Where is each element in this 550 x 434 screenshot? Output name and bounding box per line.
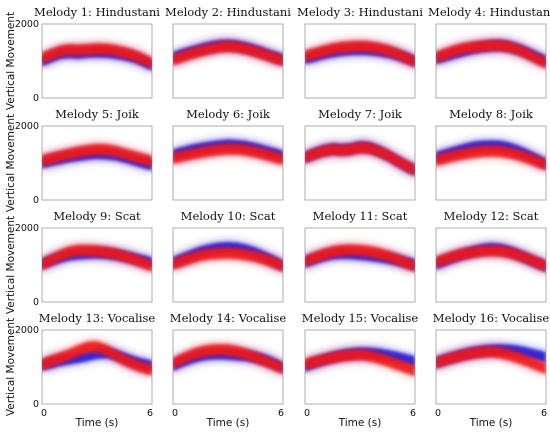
series-bands <box>305 242 415 275</box>
x-tick-label: 6 <box>147 408 153 419</box>
chart-panel: Melody 3: Hindustani <box>297 5 423 99</box>
series-red-band <box>436 245 546 272</box>
panel-title: Melody 8: Joik <box>449 107 534 121</box>
series-bands <box>173 239 283 274</box>
y-tick-label: 0 <box>33 93 39 104</box>
series-red-band <box>305 40 415 68</box>
series-bands <box>173 341 283 377</box>
x-axis-label: Time (s) <box>469 417 513 429</box>
x-tick-label: 0 <box>172 408 178 419</box>
panel-title: Melody 2: Hindustani <box>165 5 291 19</box>
panel-title: Melody 13: Vocalise <box>39 311 156 325</box>
series-red-band <box>42 43 152 69</box>
chart-panel: Melody 5: Joik 0 2000 <box>15 107 153 206</box>
series-red-band <box>436 145 546 171</box>
chart-panel: Melody 7: Joik <box>304 107 416 201</box>
y-axis-label: Vertical Movement <box>5 114 17 212</box>
x-axis-label: Time (s) <box>338 417 382 429</box>
x-axis-label: Time (s) <box>75 417 119 429</box>
y-tick-label: 0 <box>33 195 39 206</box>
chart-panel: Melody 2: Hindustani <box>165 5 291 99</box>
series-bands <box>42 141 152 173</box>
series-red-band <box>305 349 415 377</box>
panel-title: Melody 16: Vocalise <box>433 311 550 325</box>
x-tick-label: 0 <box>435 408 441 419</box>
series-bands <box>305 138 415 179</box>
y-axis-label: Vertical Movement <box>5 318 17 416</box>
y-tick-label: 2000 <box>15 325 39 336</box>
series-red-haze <box>42 338 152 378</box>
chart-panel: Melody 9: Scat 0 2000 <box>15 209 153 308</box>
y-tick-label: 0 <box>33 399 39 410</box>
series-bands <box>436 240 546 275</box>
series-red-band <box>436 39 546 69</box>
series-bands <box>173 137 283 168</box>
series-red-band <box>42 341 152 376</box>
chart-panel: Melody 10: Scat <box>172 209 284 303</box>
chart-panel: Melody 12: Scat <box>435 209 547 303</box>
panel-title: Melody 10: Scat <box>181 209 276 223</box>
series-bands <box>42 338 152 378</box>
chart-panel: Melody 11: Scat <box>304 209 416 303</box>
series-red-band <box>42 143 152 167</box>
series-bands <box>42 41 152 74</box>
series-red-band <box>305 244 415 272</box>
panel-title: Melody 12: Scat <box>444 209 539 223</box>
x-tick-label: 6 <box>541 408 547 419</box>
x-tick-label: 0 <box>304 408 310 419</box>
panel-title: Melody 3: Hindustani <box>297 5 423 19</box>
panel-title: Melody 9: Scat <box>53 209 141 223</box>
series-red-band <box>305 142 415 176</box>
y-tick-label: 2000 <box>15 19 39 30</box>
series-red-band <box>173 143 283 166</box>
axis-labels-layer: Vertical Movement Vertical Movement Vertic… <box>5 12 17 416</box>
series-bands <box>436 341 546 377</box>
x-axis-label: Time (s) <box>206 417 250 429</box>
series-bands <box>436 137 546 173</box>
chart-panel: Melody 15: Vocalise 0 6 Time (s) <box>302 311 419 429</box>
chart-panel: Melody 6: Joik <box>172 107 284 201</box>
series-bands <box>436 37 546 71</box>
series-bands <box>305 38 415 70</box>
chart-panel: Melody 1: Hindustani 0 2000 <box>15 5 160 104</box>
series-red-band <box>173 344 283 374</box>
x-tick-label: 0 <box>41 408 47 419</box>
chart-panel: Melody 16: Vocalise 0 6 Time (s) <box>433 311 550 429</box>
x-tick-label: 6 <box>278 408 284 419</box>
y-axis-label: Vertical Movement <box>5 12 17 110</box>
y-tick-label: 2000 <box>15 223 39 234</box>
panel-title: Melody 15: Vocalise <box>302 311 419 325</box>
chart-panel: Melody 14: Vocalise 0 6 Time (s) <box>170 311 287 429</box>
series-red-band <box>173 247 283 272</box>
panel-title: Melody 14: Vocalise <box>170 311 287 325</box>
chart-panel: Melody 8: Joik <box>435 107 547 201</box>
panel-title: Melody 6: Joik <box>186 107 271 121</box>
series-red-band <box>42 244 152 272</box>
panel-title: Melody 5: Joik <box>55 107 140 121</box>
chart-panel: Melody 4: Hindustani <box>428 5 550 99</box>
panels-layer: Melody 1: Hindustani 0 2000 Melody 2: Hindu… <box>15 5 550 429</box>
chart-panel: Melody 13: Vocalise 0 2000 0 6 Time (s) <box>15 311 156 429</box>
y-axis-label: Vertical Movement <box>5 216 17 314</box>
series-red-band <box>173 41 283 67</box>
x-tick-label: 6 <box>410 408 416 419</box>
y-tick-label: 0 <box>33 297 39 308</box>
series-bands <box>42 242 152 275</box>
series-red-band <box>436 346 546 375</box>
series-bands <box>305 345 415 379</box>
panel-title: Melody 7: Joik <box>318 107 403 121</box>
panel-title: Melody 11: Scat <box>313 209 408 223</box>
panel-title: Melody 1: Hindustani <box>34 5 160 19</box>
panel-title: Melody 4: Hindustani <box>428 5 550 19</box>
series-bands <box>173 37 283 69</box>
y-tick-label: 2000 <box>15 121 39 132</box>
